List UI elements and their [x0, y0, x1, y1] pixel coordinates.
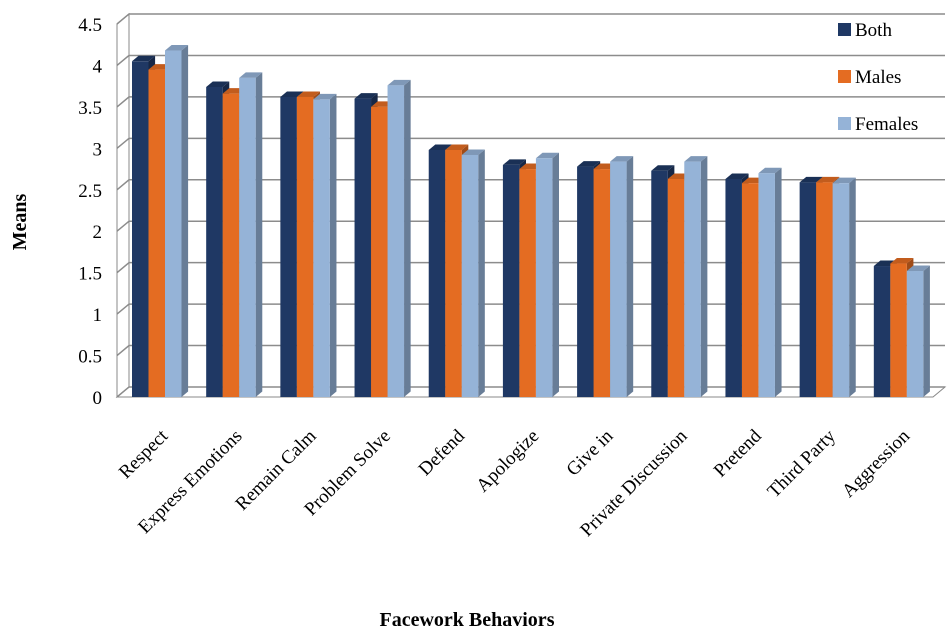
y-tick-label: 4.5: [78, 15, 102, 36]
y-tick-label: 1.5: [78, 264, 102, 285]
legend-swatch: [838, 23, 851, 36]
x-category-label: Third Party: [763, 425, 840, 502]
bar: [832, 177, 856, 397]
legend-label: Females: [855, 114, 918, 135]
legend-label: Both: [855, 20, 892, 41]
x-category-label: Respect: [115, 425, 173, 483]
x-category-label: Defend: [415, 425, 470, 480]
gridline: [116, 137, 945, 149]
side-wall: [116, 12, 130, 399]
bars: [132, 45, 930, 398]
bar: [906, 265, 930, 397]
y-tick-label: 2.5: [78, 181, 102, 202]
bar: [313, 93, 337, 397]
y-tick-label: 3: [93, 139, 103, 160]
y-tick-label: 1: [93, 305, 103, 326]
gridline: [116, 96, 945, 108]
y-axis-title: Means: [9, 193, 31, 250]
gridline: [116, 13, 945, 25]
y-axis-ticks: 0 0.5 1 1.5 2 2.5 3 3.5 4 4.5: [78, 15, 102, 409]
x-category-label: Pretend: [710, 425, 766, 481]
bar: [684, 156, 708, 397]
y-tick-label: 0.5: [78, 347, 102, 368]
x-axis-title: Facework Behaviors: [380, 609, 555, 631]
bar: [239, 72, 263, 397]
bar: [535, 152, 560, 397]
x-category-label: Give in: [563, 425, 618, 480]
x-category-label: Apologize: [472, 426, 543, 497]
legend-item: Males: [838, 67, 901, 88]
y-tick-label: 2: [93, 222, 103, 243]
y-tick-label: 4: [93, 56, 103, 77]
legend-swatch: [838, 117, 851, 130]
y-tick-label: 3.5: [78, 98, 102, 119]
bar: [461, 149, 485, 397]
legend-item: Both: [838, 20, 892, 41]
legend: Both Males Females: [838, 20, 918, 135]
x-category-label: Aggression: [838, 425, 914, 501]
bar: [758, 167, 782, 397]
bar: [610, 156, 634, 397]
legend-label: Males: [855, 67, 901, 88]
gridline: [116, 54, 945, 67]
bar: [165, 45, 189, 397]
legend-item: Females: [838, 114, 918, 135]
legend-swatch: [838, 70, 851, 83]
y-tick-label: 0: [93, 388, 103, 409]
bar: [387, 79, 411, 398]
